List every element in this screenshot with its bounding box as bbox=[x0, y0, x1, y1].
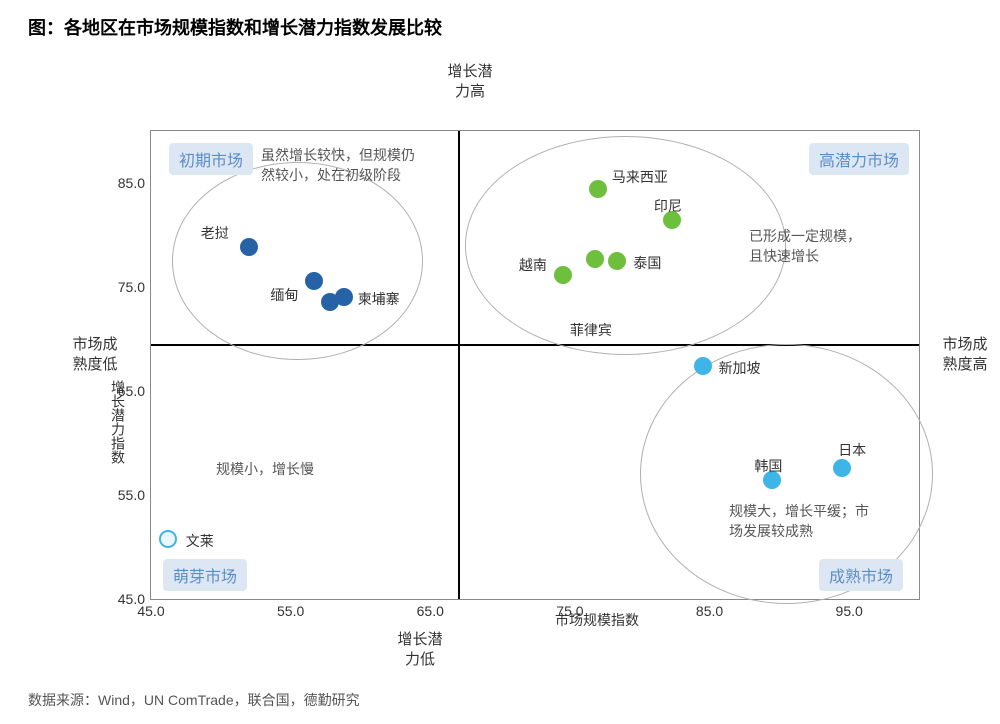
data-point bbox=[589, 180, 607, 198]
annotation-top_right: 已形成一定规模，且快速增长 bbox=[749, 226, 919, 267]
data-point bbox=[335, 288, 353, 306]
cluster-ellipse bbox=[172, 162, 423, 360]
annotation-bot_right: 规模大，增长平缓；市场发展较成熟 bbox=[729, 501, 919, 542]
data-point-label: 印尼 bbox=[654, 196, 682, 216]
quadrant-badge-bot_right: 成熟市场 bbox=[819, 559, 903, 591]
quadrant-badge-top_right: 高潜力市场 bbox=[809, 143, 909, 175]
x-tick-label: 95.0 bbox=[836, 599, 863, 619]
data-point bbox=[305, 272, 323, 290]
annotation-bot_left: 规模小，增长慢 bbox=[216, 459, 376, 479]
chart-title: 图：各地区在市场规模指数和增长潜力指数发展比较 bbox=[28, 14, 442, 40]
data-point bbox=[694, 357, 712, 375]
quadrant-badge-bot_left: 萌芽市场 bbox=[163, 559, 247, 591]
x-tick-label: 85.0 bbox=[696, 599, 723, 619]
data-point-label: 柬埔寨 bbox=[358, 289, 400, 309]
data-point-label: 马来西亚 bbox=[612, 167, 668, 187]
data-point-label: 缅甸 bbox=[270, 285, 298, 305]
y-tick-label: 85.0 bbox=[118, 175, 151, 191]
data-point-label: 越南 bbox=[519, 255, 547, 275]
quadrant-divider-vertical bbox=[458, 131, 460, 599]
annotation-top_left: 虽然增长较快，但规模仍然较小，处在初级阶段 bbox=[261, 145, 461, 186]
data-point-label: 菲律宾 bbox=[570, 320, 612, 340]
label-right: 市场成熟度高 bbox=[930, 335, 1000, 374]
x-tick-label: 65.0 bbox=[417, 599, 444, 619]
data-point bbox=[554, 266, 572, 284]
label-left: 市场成熟度低 bbox=[60, 335, 130, 374]
label-top: 增长潜力高 bbox=[420, 62, 520, 101]
data-point bbox=[833, 459, 851, 477]
data-point bbox=[240, 238, 258, 256]
quadrant-badge-top_left: 初期市场 bbox=[169, 143, 253, 175]
scatter-chart: 45.055.065.075.085.045.055.065.075.085.0… bbox=[150, 130, 920, 600]
y-tick-label: 55.0 bbox=[118, 487, 151, 503]
data-point bbox=[608, 252, 626, 270]
x-tick-label: 75.0 bbox=[556, 599, 583, 619]
data-point-label: 韩国 bbox=[754, 456, 782, 476]
x-tick-label: 45.0 bbox=[137, 599, 164, 619]
data-source-footer: 数据来源：Wind，UN ComTrade，联合国，德勤研究 bbox=[28, 690, 360, 710]
data-point-label: 日本 bbox=[838, 440, 866, 460]
data-point-label: 新加坡 bbox=[719, 358, 761, 378]
y-tick-label: 65.0 bbox=[118, 383, 151, 399]
data-point-label: 老挝 bbox=[201, 223, 229, 243]
label-bottom: 增长潜力低 bbox=[370, 630, 470, 669]
data-point bbox=[159, 530, 177, 548]
y-tick-label: 75.0 bbox=[118, 279, 151, 295]
data-point bbox=[586, 250, 604, 268]
x-tick-label: 55.0 bbox=[277, 599, 304, 619]
data-point-label: 文莱 bbox=[186, 531, 214, 551]
data-point-label: 泰国 bbox=[633, 253, 661, 273]
